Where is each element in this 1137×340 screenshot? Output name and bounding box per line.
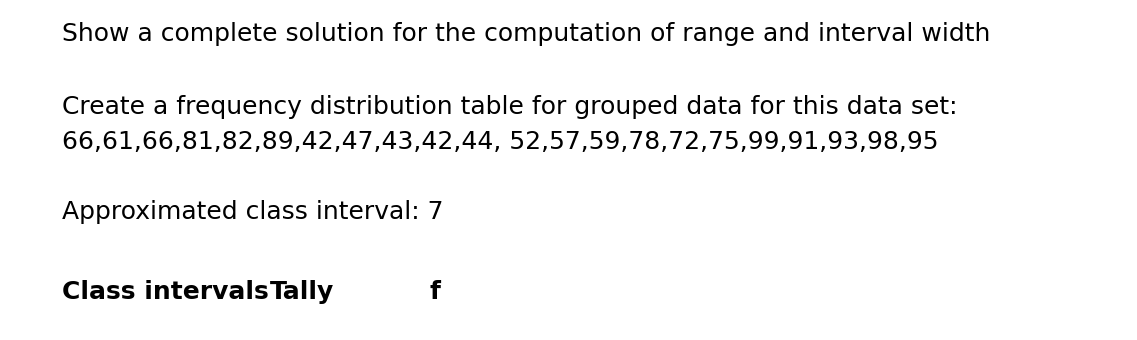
Text: Tally: Tally (269, 280, 334, 304)
Text: f: f (430, 280, 441, 304)
Text: Class intervals: Class intervals (63, 280, 268, 304)
Text: Create a frequency distribution table for grouped data for this data set:: Create a frequency distribution table fo… (63, 95, 957, 119)
Text: Approximated class interval: 7: Approximated class interval: 7 (63, 200, 443, 224)
Text: Show a complete solution for the computation of range and interval width: Show a complete solution for the computa… (63, 22, 990, 46)
Text: 66,61,66,81,82,89,42,47,43,42,44, 52,57,59,78,72,75,99,91,93,98,95: 66,61,66,81,82,89,42,47,43,42,44, 52,57,… (63, 130, 938, 154)
